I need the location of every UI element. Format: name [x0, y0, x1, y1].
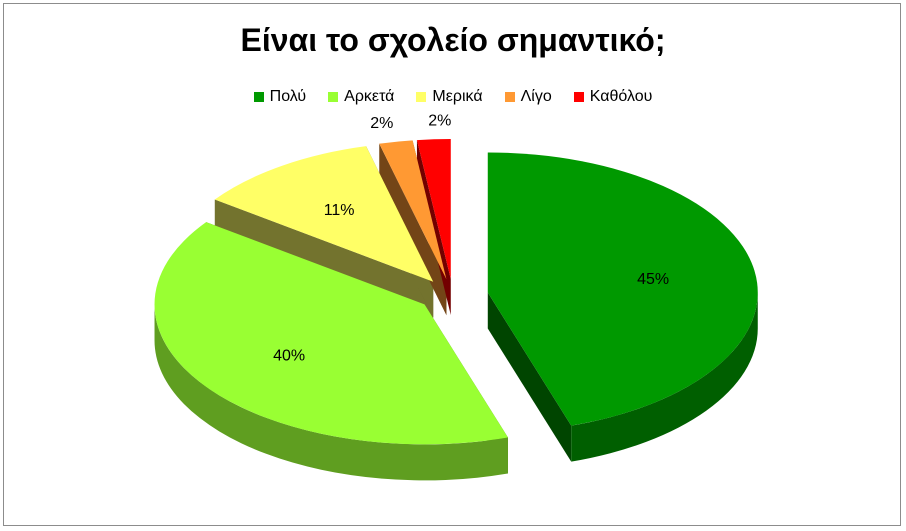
slice-rim-0-0	[571, 292, 758, 462]
data-label-0: 45%	[637, 271, 669, 288]
slice-Πολύ	[487, 152, 758, 426]
legend-item-katholou: Καθόλου	[573, 88, 653, 106]
legend-item-merika: Μερικά	[416, 88, 483, 106]
data-label-1: 40%	[273, 347, 305, 364]
legend-label-merika: Μερικά	[432, 88, 483, 105]
slice-Λίγο	[379, 140, 447, 280]
legend-swatch-arketa	[328, 92, 339, 102]
chart-title: Είναι το σχολείο σημαντικό;	[240, 22, 666, 58]
legend-swatch-ligo	[504, 92, 515, 102]
legend-swatch-poly	[253, 92, 264, 102]
slice-wall-4-0	[416, 140, 451, 316]
slice-Μερικά	[214, 146, 434, 282]
legend-swatch-katholou	[573, 92, 584, 102]
legend-label-poly: Πολύ	[269, 88, 307, 105]
legend-item-arketa: Αρκετά	[328, 88, 394, 106]
slice-Καθόλου	[416, 139, 451, 280]
slice-rim-1-0	[154, 304, 508, 481]
legend-label-ligo: Λίγο	[520, 88, 552, 105]
chart-legend: Πολύ Αρκετά Μερικά Λίγο Καθόλου	[0, 88, 906, 106]
slice-wall-3-0	[379, 143, 447, 316]
data-label-4: 2%	[428, 112, 451, 129]
legend-label-arketa: Αρκετά	[344, 88, 395, 105]
slice-wall-0-1	[487, 292, 572, 462]
pie-top-layer	[154, 139, 758, 445]
pie-labels-layer: 45% 40% 11% 2% 2%	[273, 112, 669, 364]
legend-swatch-merika	[416, 92, 427, 102]
slice-Αρκετά	[154, 222, 508, 445]
data-label-2: 11%	[324, 202, 355, 219]
legend-item-poly: Πολύ	[253, 88, 307, 106]
legend-label-katholou: Καθόλου	[589, 88, 653, 105]
legend-item-ligo: Λίγο	[504, 88, 552, 106]
data-label-3: 2%	[370, 115, 393, 132]
